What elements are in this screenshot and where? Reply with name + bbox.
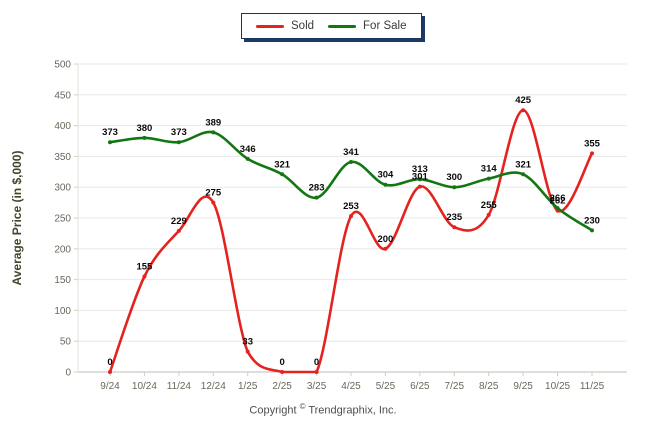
copyright-symbol: © [299, 402, 306, 411]
y-tick-label: 450 [54, 90, 71, 101]
x-tick-label: 6/25 [410, 381, 430, 392]
x-tick-label: 10/24 [132, 381, 157, 392]
for-sale-value-label: 313 [412, 164, 428, 175]
sold-value-label: 229 [171, 216, 187, 227]
x-tick-label: 7/25 [445, 381, 465, 392]
y-tick-label: 0 [65, 368, 71, 379]
sold-point-marker [142, 274, 147, 279]
for-sale-line-swatch [328, 24, 357, 28]
x-tick-label: 4/25 [341, 381, 361, 392]
y-tick-label: 150 [54, 275, 71, 286]
y-tick-label: 500 [54, 60, 71, 71]
for-sale-point-marker [417, 177, 422, 182]
for-sale-point-marker [383, 182, 388, 187]
for-sale-value-label: 283 [309, 183, 325, 194]
sold-value-label: 255 [481, 200, 498, 211]
sold-line-swatch [256, 24, 284, 28]
for-sale-point-marker [521, 172, 526, 177]
legend-item-sold: Sold [256, 20, 314, 32]
sold-value-label: 235 [446, 212, 463, 223]
for-sale-value-label: 341 [343, 147, 360, 158]
copyright-company: Trendgraphix, Inc. [305, 404, 397, 417]
x-tick-label: 2/25 [272, 381, 292, 392]
sold-point-marker [108, 370, 112, 374]
sold-value-label: 155 [136, 262, 153, 273]
sold-value-label: 0 [279, 357, 284, 368]
legend-label-for-sale: For Sale [363, 20, 407, 32]
x-tick-label: 1/25 [238, 381, 258, 392]
x-tick-label: 11/24 [167, 381, 192, 392]
y-tick-label: 250 [54, 214, 71, 225]
for-sale-point-marker [176, 140, 181, 145]
for-sale-point-marker [314, 195, 319, 200]
for-sale-value-label: 346 [240, 144, 256, 155]
for-sale-value-label: 314 [481, 164, 498, 175]
legend-item-for-sale: For Sale [328, 20, 407, 32]
copyright-word: Copyright [249, 404, 297, 417]
sold-value-label: 425 [515, 95, 532, 106]
sold-point-marker [486, 212, 491, 217]
for-sale-value-label: 380 [136, 123, 152, 134]
for-sale-point-marker [452, 185, 457, 190]
for-sale-point-marker [108, 140, 112, 145]
legend: Sold For Sale [241, 13, 422, 39]
sold-value-label: 200 [377, 234, 393, 245]
for-sale-point-marker [590, 228, 594, 233]
sold-value-label: 301 [412, 172, 429, 183]
sold-point-marker [176, 228, 181, 233]
for-sale-value-label: 321 [274, 159, 291, 170]
sold-point-marker [521, 108, 526, 113]
for-sale-value-label: 373 [171, 127, 187, 138]
sold-point-marker [590, 151, 594, 156]
sold-point-marker [245, 349, 250, 354]
for-sale-value-label: 321 [515, 159, 532, 170]
x-tick-label: 10/25 [545, 381, 570, 392]
y-tick-label: 350 [54, 152, 71, 163]
sold-value-label: 253 [343, 201, 359, 212]
y-axis-title: Average Price (in $,000) [10, 151, 24, 286]
for-sale-point-marker [555, 206, 560, 211]
for-sale-point-marker [211, 130, 216, 135]
sold-point-marker [280, 370, 285, 374]
x-tick-label: 5/25 [376, 381, 396, 392]
for-sale-value-label: 300 [446, 172, 462, 183]
sold-value-label: 355 [584, 138, 601, 149]
for-sale-value-label: 389 [205, 117, 221, 128]
sold-point-marker [349, 214, 353, 219]
y-tick-label: 200 [54, 244, 71, 255]
for-sale-value-label: 373 [102, 127, 118, 138]
x-tick-label: 9/24 [100, 381, 120, 392]
sold-point-marker [417, 184, 422, 189]
for-sale-point-marker [349, 159, 353, 164]
y-tick-label: 400 [54, 121, 71, 132]
copyright-text: Copyright © Trendgraphix, Inc. [0, 402, 646, 417]
for-sale-point-marker [142, 135, 147, 140]
x-tick-label: 8/25 [479, 381, 499, 392]
for-sale-point-marker [486, 176, 491, 181]
sold-point-marker [211, 200, 216, 205]
y-tick-label: 300 [54, 183, 71, 194]
y-tick-label: 50 [60, 337, 72, 348]
sold-point-marker [383, 246, 388, 251]
sold-point-marker [452, 225, 457, 230]
legend-label-sold: Sold [291, 20, 315, 32]
sold-value-label: 275 [205, 188, 222, 199]
for-sale-value-label: 230 [584, 215, 600, 226]
sold-point-marker [314, 370, 319, 374]
x-tick-label: 3/25 [307, 381, 327, 392]
x-tick-label: 12/24 [201, 381, 226, 392]
sold-value-label: 0 [107, 357, 112, 368]
y-tick-label: 100 [54, 306, 71, 317]
for-sale-value-label: 266 [550, 193, 566, 204]
sold-value-label: 0 [314, 357, 319, 368]
sold-value-label: 33 [242, 337, 253, 348]
for-sale-point-marker [280, 172, 285, 177]
x-tick-label: 9/25 [513, 381, 533, 392]
for-sale-value-label: 304 [377, 170, 394, 181]
for-sale-point-marker [245, 156, 250, 161]
sold-value-label: 262 [550, 196, 566, 207]
x-tick-label: 11/25 [580, 381, 605, 392]
